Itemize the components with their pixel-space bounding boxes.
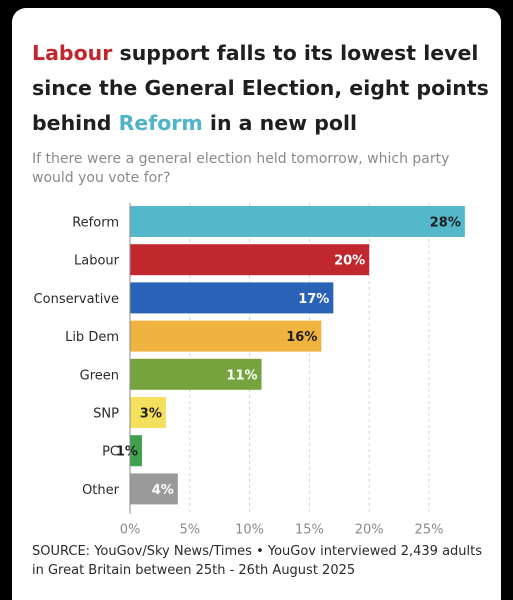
data-label: 17% (298, 292, 329, 307)
bar-labour (130, 244, 370, 276)
category-label: PC (102, 445, 119, 460)
source-note: SOURCE: YouGov/Sky News/Times • YouGov i… (32, 544, 483, 578)
category-label: Conservative (34, 292, 119, 307)
data-label: 3% (140, 407, 162, 422)
bar-green (130, 358, 262, 390)
data-label: 28% (430, 216, 461, 231)
category-label: SNP (93, 407, 119, 422)
x-tick-label: 0% (120, 523, 141, 538)
title-reform: Reform (118, 111, 203, 135)
data-label: 4% (152, 483, 174, 498)
data-label: 16% (286, 330, 317, 345)
category-label: Other (82, 483, 120, 498)
chart-card: Labour support falls to its lowest level… (12, 8, 501, 600)
x-tick-label: 10% (235, 523, 264, 538)
bar-snp (130, 397, 166, 428)
bar-conservative (130, 282, 334, 314)
data-label: 20% (334, 254, 365, 269)
x-tick-label: 25% (415, 523, 444, 538)
bar-other (130, 473, 178, 505)
bar-reform (130, 206, 465, 237)
bar-chart: Reform 28% Labour 20% Conservative 17% Lib Dem… (34, 203, 465, 538)
x-tick-label: 5% (179, 523, 200, 538)
category-label: Reform (72, 216, 119, 231)
bar-pc (130, 435, 142, 467)
category-label: Labour (74, 254, 120, 269)
x-tick-label: 15% (295, 523, 324, 538)
bar-lib-dem (130, 320, 322, 352)
x-tick-label: 20% (355, 523, 384, 538)
title-text-1: support falls to its lowest level since … (32, 41, 489, 135)
category-label: Green (80, 368, 119, 383)
title-text-2: in a new poll (202, 111, 358, 135)
data-label: 1% (116, 445, 138, 460)
chart-subtitle: If there were a general election held to… (32, 151, 450, 186)
data-label: 11% (226, 368, 257, 383)
chart-title: Labour support falls to its lowest level… (32, 36, 492, 141)
title-labour: Labour (32, 41, 113, 65)
category-label: Lib Dem (65, 330, 119, 345)
